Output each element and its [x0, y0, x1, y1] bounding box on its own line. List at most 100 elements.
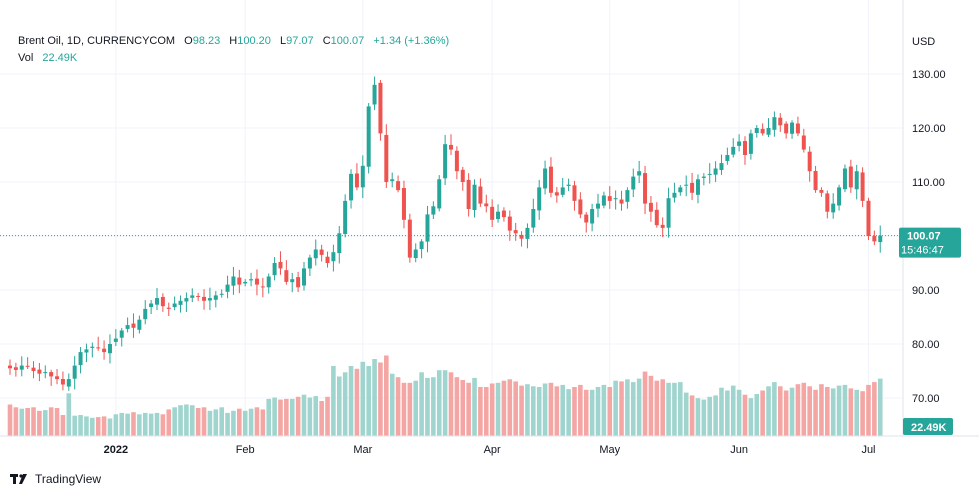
- volume-bar: [137, 414, 142, 436]
- candle-body: [701, 176, 706, 178]
- volume-bar: [660, 379, 665, 436]
- volume-bar: [813, 389, 818, 436]
- candle-body: [278, 261, 283, 269]
- candle-body: [349, 173, 354, 201]
- tradingview-logo[interactable]: TradingView: [10, 472, 101, 486]
- volume-bar: [48, 407, 54, 436]
- price-tick-label: 80.00: [912, 339, 940, 351]
- candle-body: [219, 293, 224, 295]
- volume-bar: [748, 398, 754, 436]
- volume-bar: [842, 384, 848, 436]
- candle-body: [184, 298, 189, 302]
- volume-bar: [630, 382, 636, 436]
- candle-body: [637, 171, 642, 176]
- candle-body: [772, 117, 777, 130]
- volume-bar: [483, 387, 489, 436]
- candle-body: [207, 298, 212, 301]
- change-value: +1.34 (+1.36%): [373, 35, 450, 47]
- candle-body: [713, 168, 718, 175]
- candle-body: [513, 230, 518, 234]
- volume-bar: [636, 378, 642, 436]
- volume-bar: [248, 408, 254, 436]
- candle-body: [678, 187, 683, 193]
- close-value: 100.07: [330, 35, 365, 47]
- candle-body: [725, 155, 730, 161]
- candle-body: [754, 128, 759, 134]
- volume-bar: [866, 384, 871, 436]
- volume-bar: [7, 404, 13, 436]
- volume-bar: [342, 372, 348, 436]
- time-axis[interactable]: 2022 Feb Mar Apr May Jun Jul: [104, 444, 876, 456]
- volume-bar: [760, 390, 765, 436]
- volume-bar: [772, 382, 777, 436]
- volume-bar: [525, 384, 530, 436]
- candle-body: [719, 163, 724, 171]
- candle-body: [707, 173, 712, 175]
- candle-body: [313, 249, 318, 259]
- countdown-value: 15:46:47: [901, 245, 944, 257]
- candle-body: [596, 203, 600, 209]
- volume-bar: [395, 377, 401, 436]
- volume-bar: [619, 381, 624, 436]
- volume-bar: [566, 389, 571, 436]
- volume-bar: [172, 407, 177, 436]
- volume-bar: [225, 412, 230, 436]
- candle-body: [302, 268, 306, 286]
- volume-bar: [231, 410, 236, 436]
- volume-bar: [184, 404, 189, 436]
- candle-body: [443, 144, 448, 179]
- volume-bars: [7, 355, 883, 436]
- volume-bar: [442, 370, 448, 436]
- volume-bar: [736, 389, 742, 436]
- candle-body: [78, 352, 83, 366]
- volume-bar: [189, 405, 195, 436]
- candle-body: [213, 295, 218, 300]
- volume-legend[interactable]: Vol 22.49K: [18, 52, 77, 64]
- candle-body: [601, 195, 606, 206]
- candle-body: [437, 179, 442, 209]
- volume-bar: [830, 388, 836, 436]
- volume-bar: [695, 398, 701, 436]
- candle-body: [731, 146, 736, 155]
- open-label: O: [184, 35, 193, 47]
- candle-body: [354, 173, 359, 188]
- candle-body: [13, 367, 18, 370]
- volume-bar: [783, 390, 789, 436]
- volume-bar: [578, 384, 583, 436]
- volume-bar: [501, 380, 507, 436]
- candle-body: [413, 249, 418, 259]
- volume-bar: [360, 361, 366, 436]
- volume-bar: [54, 408, 60, 436]
- volume-bar: [201, 407, 207, 436]
- low-label: L: [279, 35, 287, 47]
- candle-body: [396, 181, 401, 191]
- candle-body: [554, 192, 559, 196]
- volume-bar: [260, 409, 266, 436]
- candle-body: [813, 170, 818, 191]
- volume-bar: [131, 412, 136, 436]
- candle-body: [343, 200, 348, 234]
- volume-bar: [195, 408, 201, 436]
- volume-bar: [730, 385, 736, 436]
- candle-body: [460, 169, 465, 182]
- volume-bar: [78, 415, 83, 436]
- volume-bar: [237, 408, 242, 436]
- volume-bar: [413, 380, 419, 436]
- candle-body: [160, 296, 165, 307]
- volume-bar: [431, 377, 436, 436]
- brand-name: TradingView: [35, 472, 102, 486]
- volume-bar: [519, 385, 524, 436]
- volume-bar: [31, 407, 36, 436]
- candle-body: [366, 106, 371, 167]
- volume-bar: [648, 375, 654, 436]
- volume-bar: [66, 393, 72, 436]
- volume-bar: [436, 370, 442, 436]
- symbol-legend[interactable]: Brent Oil, 1D, CURRENCYCOM O98.23 H100.2…: [18, 35, 449, 47]
- volume-bar: [448, 372, 454, 436]
- volume-bar: [601, 384, 607, 436]
- candle-body: [284, 270, 289, 282]
- candle-body: [666, 198, 671, 228]
- candle-body: [37, 369, 42, 374]
- volume-bar: [454, 377, 460, 436]
